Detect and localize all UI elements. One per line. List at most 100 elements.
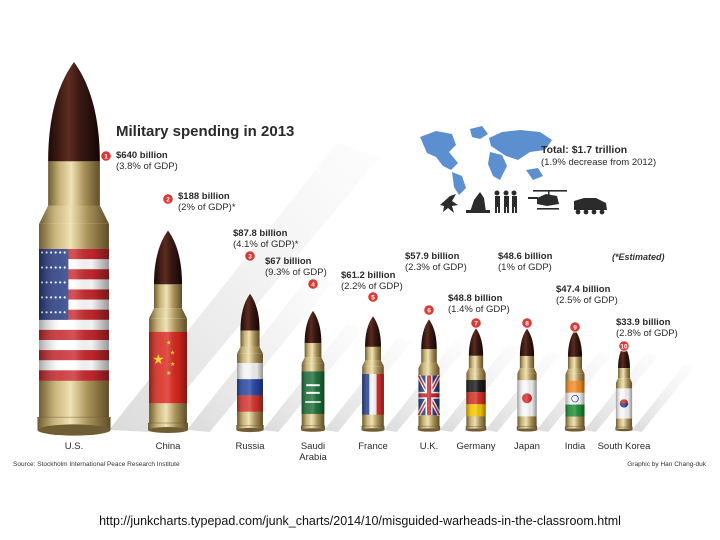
country-label: South Korea xyxy=(598,441,652,452)
casing-shoulder xyxy=(418,362,440,369)
gdp-label: (1.4% of GDP) xyxy=(448,304,510,315)
casing-shoulder xyxy=(517,368,537,374)
casing-neck xyxy=(240,330,260,347)
casing-neck xyxy=(48,161,100,206)
gdp-label: (2.2% of GDP) xyxy=(341,281,403,292)
casing-base xyxy=(361,428,385,432)
bullet-germany xyxy=(465,328,487,432)
flag-shading xyxy=(418,375,440,416)
warhead-mark xyxy=(618,345,630,369)
casing-neck xyxy=(153,284,183,309)
casing-base xyxy=(148,426,188,434)
warhead-mark xyxy=(304,310,322,344)
flag-shading xyxy=(39,249,109,381)
warhead-mark xyxy=(153,230,183,285)
warhead-mark xyxy=(421,319,437,350)
casing-base xyxy=(615,428,633,432)
gdp-label: (4.1% of GDP)* xyxy=(233,239,299,250)
country-label: France xyxy=(358,441,388,452)
rank-badge: 2 xyxy=(162,193,174,205)
bullet-china: ★★★★★ xyxy=(148,230,188,434)
world-map-icon xyxy=(420,126,552,195)
bullet-shadow xyxy=(632,363,695,432)
rank-badge: 7 xyxy=(470,317,482,329)
amount-label: $188 billion xyxy=(178,191,230,202)
rank-badge: 9 xyxy=(569,321,581,333)
bullet-south-korea xyxy=(615,345,633,432)
flag-shading xyxy=(615,388,633,419)
amount-label: $47.4 billion xyxy=(556,284,611,295)
amount-label: $48.6 billion xyxy=(498,251,553,262)
warhead-mark xyxy=(365,316,381,347)
chart-title: Military spending in 2013 xyxy=(116,123,294,140)
casing-shoulder xyxy=(615,378,633,383)
rank-badge: 1 xyxy=(100,150,112,162)
estimated-note: (*Estimated) xyxy=(612,252,665,262)
amount-label: $57.9 billion xyxy=(405,251,460,262)
warhead-mark xyxy=(240,293,260,331)
casing-neck xyxy=(519,355,535,369)
flag-shading xyxy=(301,371,325,414)
country-label: Japan xyxy=(514,441,540,452)
casing-shoulder xyxy=(362,360,384,367)
gdp-label: (2.5% of GDP) xyxy=(556,295,618,306)
bullet-france xyxy=(361,316,385,432)
warhead-mark xyxy=(48,62,100,162)
rank-badge: 8 xyxy=(521,317,533,329)
casing-base xyxy=(37,424,111,436)
rank-number: 4 xyxy=(311,281,315,288)
casing-neck xyxy=(567,356,583,369)
casing-neck xyxy=(365,346,381,361)
casing-neck xyxy=(468,355,484,369)
source-url: http://junkcharts.typepad.com/junk_chart… xyxy=(99,514,621,528)
casing-shoulder xyxy=(301,357,325,364)
rank-number: 2 xyxy=(166,196,170,203)
flag-shading xyxy=(517,380,537,417)
amount-label: $67 billion xyxy=(265,256,312,267)
rank-number: 10 xyxy=(620,343,628,350)
rank-number: 8 xyxy=(525,320,529,327)
rank-number: 3 xyxy=(248,253,252,260)
rank-number: 6 xyxy=(427,307,431,314)
country-label: Russia xyxy=(235,441,265,452)
flag-shading xyxy=(466,380,486,417)
gdp-label: (2% of GDP)* xyxy=(178,202,236,213)
amount-label: $87.8 billion xyxy=(233,228,288,239)
amount-label: $61.2 billion xyxy=(341,270,396,281)
rank-badge: 4 xyxy=(307,278,319,290)
casing-base xyxy=(301,428,325,432)
rank-badge: 10 xyxy=(618,340,630,352)
casing-neck xyxy=(421,349,437,363)
flag-shading xyxy=(565,380,585,417)
casing-base xyxy=(465,428,487,432)
casing-shoulder xyxy=(237,346,263,354)
amount-label: $640 billion xyxy=(116,150,168,161)
casing-base xyxy=(516,428,538,432)
flag-shading xyxy=(362,374,384,415)
source-note: Source: Stockholm International Peace Re… xyxy=(13,461,180,468)
rank-badge: 5 xyxy=(367,291,379,303)
country-label: Germany xyxy=(456,441,495,452)
gdp-label: (1% of GDP) xyxy=(498,262,552,273)
casing-base xyxy=(236,427,264,433)
country-label: U.K. xyxy=(420,441,438,452)
rank-number: 5 xyxy=(371,294,375,301)
country-label: India xyxy=(565,441,586,452)
country-label: China xyxy=(156,441,182,452)
bullet-russia xyxy=(236,293,264,433)
country-label: Saudi xyxy=(301,441,325,452)
flag-shading xyxy=(149,331,187,404)
rank-number: 9 xyxy=(573,324,577,331)
gdp-label: (2.3% of GDP) xyxy=(405,262,467,273)
casing-neck xyxy=(618,368,630,379)
country-label: Arabia xyxy=(299,452,327,463)
casing-shoulder xyxy=(149,308,187,319)
rank-badge: 6 xyxy=(423,304,435,316)
bullet-u-s- xyxy=(37,62,111,436)
gdp-label: (9.3% of GDP) xyxy=(265,267,327,278)
bullet-u-k- xyxy=(416,319,442,432)
casing-base xyxy=(418,428,440,432)
military-silhouettes-icon xyxy=(440,190,607,215)
bullet-india xyxy=(564,329,586,432)
